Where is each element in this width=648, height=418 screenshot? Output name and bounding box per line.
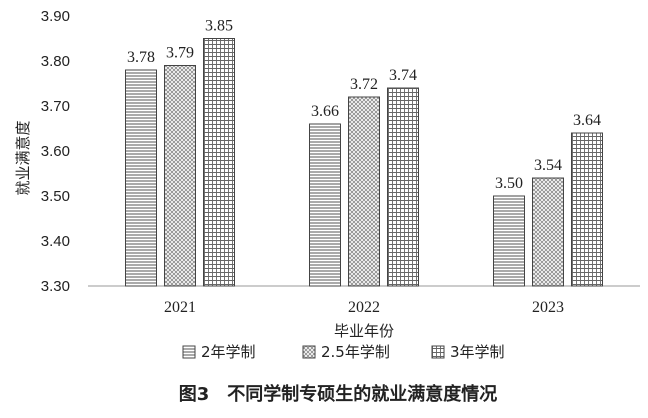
- legend: 2年学制 2.5年学制 3年学制: [182, 343, 505, 361]
- legend-label: 2年学制: [201, 343, 256, 361]
- y-tick-label: 3.40: [41, 233, 70, 250]
- data-labels: 3.78 3.79 3.85 3.66 3.72 3.74 3.50 3.54 3.64: [127, 18, 601, 193]
- data-label: 3.85: [205, 18, 233, 35]
- data-label: 3.78: [127, 49, 155, 66]
- legend-swatch: [431, 345, 445, 359]
- y-tick-label: 3.50: [41, 188, 70, 205]
- legend-label: 2.5年学制: [321, 343, 390, 361]
- bar: [164, 65, 196, 287]
- data-label: 3.50: [495, 175, 523, 192]
- y-tick-label: 3.70: [41, 98, 70, 115]
- bar: [125, 69, 157, 287]
- bar: [571, 132, 603, 287]
- figure-caption: 图3 不同学制专硕生的就业满意度情况: [179, 383, 498, 405]
- bar: [348, 96, 380, 287]
- y-tick-label: 3.30: [41, 278, 70, 295]
- legend-swatch: [182, 345, 196, 359]
- x-tick-label: 2023: [532, 299, 564, 316]
- y-tick-labels: 3.30 3.40 3.50 3.60 3.70 3.80 3.90: [41, 8, 70, 295]
- data-label: 3.54: [534, 157, 562, 174]
- data-label: 3.72: [350, 76, 378, 93]
- y-tick-label: 3.60: [41, 143, 70, 160]
- x-tick-label: 2021: [164, 299, 196, 316]
- bars: [125, 38, 603, 287]
- data-label: 3.64: [573, 112, 601, 129]
- bar: [203, 38, 235, 287]
- y-tick-label: 3.90: [41, 8, 70, 25]
- bar: [309, 123, 341, 287]
- data-label: 3.79: [166, 45, 194, 62]
- legend-swatch: [302, 345, 316, 359]
- x-tick-labels: 2021 2022 2023: [164, 299, 564, 316]
- bar: [387, 87, 419, 287]
- bar: [532, 177, 564, 287]
- x-tick-label: 2022: [348, 299, 380, 316]
- data-label: 3.66: [311, 103, 339, 120]
- y-axis-label: 就业满意度: [14, 120, 32, 195]
- data-label: 3.74: [389, 67, 417, 84]
- bar: [493, 195, 525, 287]
- x-axis-label: 毕业年份: [334, 322, 394, 340]
- y-tick-label: 3.80: [41, 53, 70, 70]
- legend-label: 3年学制: [450, 343, 505, 361]
